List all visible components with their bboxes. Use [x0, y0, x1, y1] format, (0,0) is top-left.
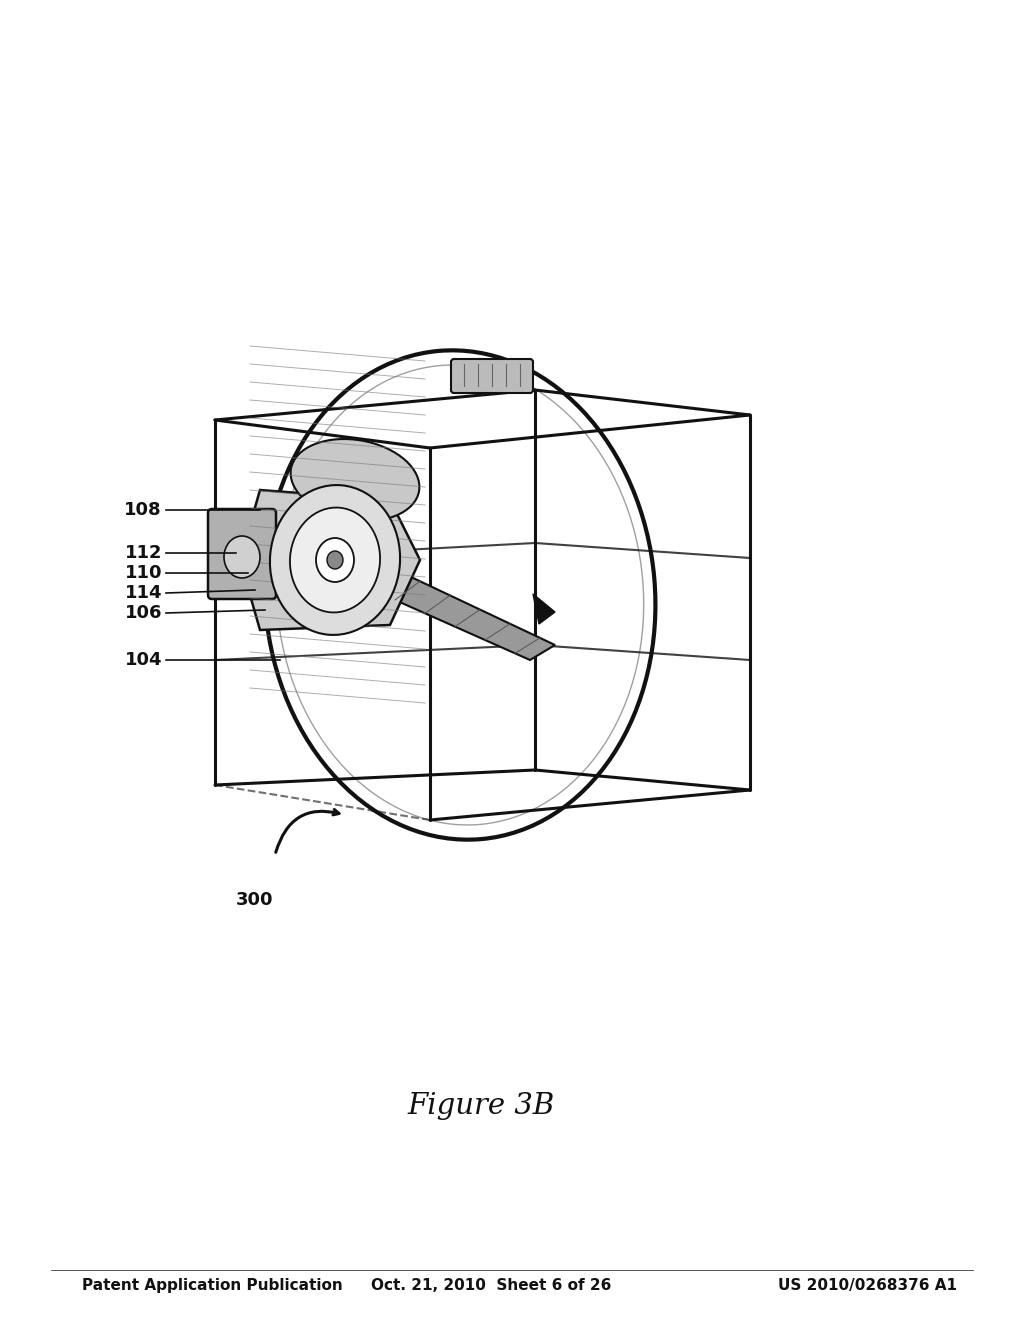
Text: Oct. 21, 2010  Sheet 6 of 26: Oct. 21, 2010 Sheet 6 of 26 [372, 1278, 611, 1294]
Ellipse shape [327, 550, 343, 569]
Ellipse shape [224, 536, 260, 578]
FancyBboxPatch shape [208, 510, 276, 599]
FancyBboxPatch shape [451, 359, 534, 393]
Text: 300: 300 [237, 891, 273, 909]
Text: 112: 112 [125, 544, 162, 562]
Text: 110: 110 [125, 564, 162, 582]
Ellipse shape [291, 440, 420, 521]
Text: 106: 106 [125, 605, 162, 622]
Ellipse shape [270, 484, 400, 635]
Polygon shape [350, 560, 555, 660]
Ellipse shape [316, 539, 354, 582]
Text: Patent Application Publication: Patent Application Publication [82, 1278, 343, 1294]
Text: 114: 114 [125, 583, 162, 602]
Ellipse shape [290, 508, 380, 612]
Text: 108: 108 [124, 502, 162, 519]
Text: US 2010/0268376 A1: US 2010/0268376 A1 [778, 1278, 957, 1294]
Text: Figure 3B: Figure 3B [408, 1092, 555, 1121]
Polygon shape [240, 490, 420, 630]
Polygon shape [534, 594, 555, 624]
Text: 104: 104 [125, 651, 162, 669]
